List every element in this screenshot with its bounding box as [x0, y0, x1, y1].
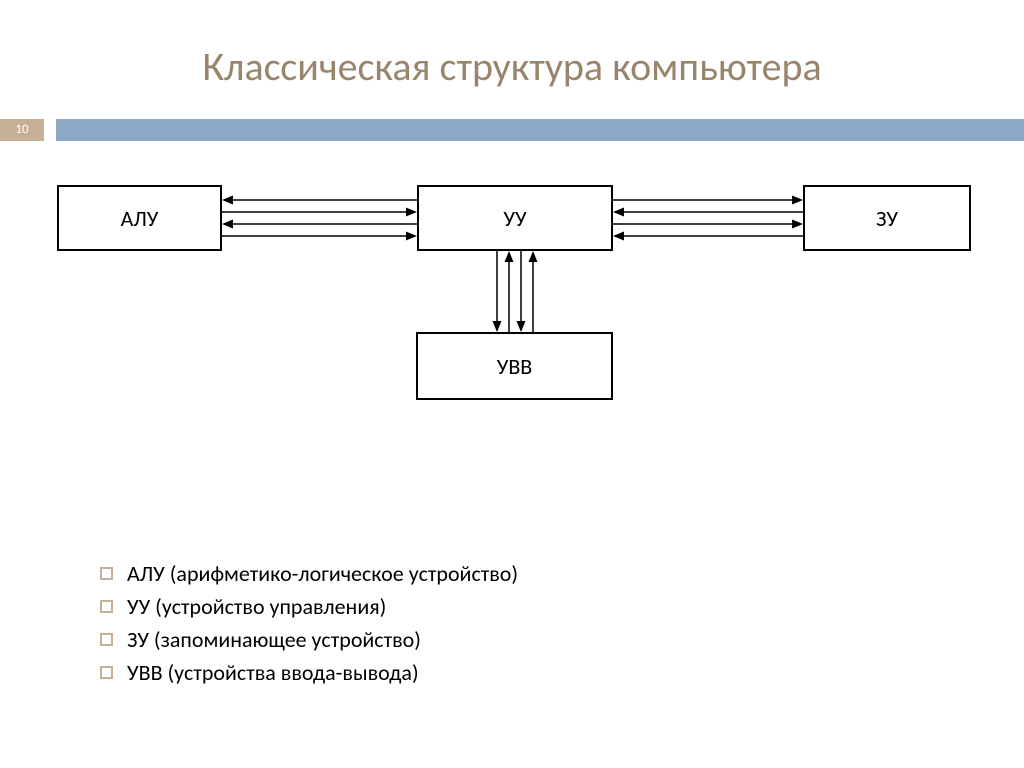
node-uu: УУ: [417, 185, 613, 251]
legend-label: ЗУ (запоминающее устройство): [127, 626, 421, 653]
bullet-icon: [100, 567, 113, 580]
legend-item: АЛУ (арифметико-логическое устройство): [100, 560, 518, 587]
bullet-icon: [100, 600, 113, 613]
legend-item: УВВ (устройства ввода-вывода): [100, 659, 518, 686]
legend-label: АЛУ (арифметико-логическое устройство): [127, 560, 518, 587]
page-number-badge: 10: [0, 119, 44, 141]
legend-item: ЗУ (запоминающее устройство): [100, 626, 518, 653]
legend-item: УУ (устройство управления): [100, 593, 518, 620]
legend-label: УУ (устройство управления): [127, 593, 386, 620]
node-alu: АЛУ: [57, 185, 222, 251]
node-zu: ЗУ: [803, 185, 971, 251]
bullet-icon: [100, 666, 113, 679]
node-uvv: УВВ: [416, 332, 613, 400]
legend-list: АЛУ (арифметико-логическое устройство) УУ…: [100, 560, 518, 692]
page-title: Классическая структура компьютера: [0, 42, 1024, 91]
bullet-icon: [100, 633, 113, 646]
header-divider: [56, 119, 1024, 141]
legend-label: УВВ (устройства ввода-вывода): [127, 659, 419, 686]
